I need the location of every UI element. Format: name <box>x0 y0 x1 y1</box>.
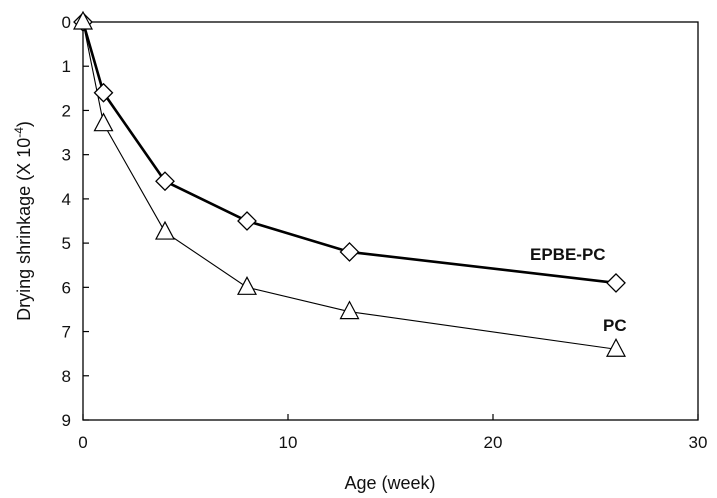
data-point-epbe-pc <box>339 242 360 262</box>
y-axis-title-close: ) <box>14 121 34 127</box>
series-label-epbe-pc: EPBE-PC <box>530 245 606 264</box>
y-axis-title-exponent: -4 <box>12 127 26 138</box>
x-tick-label: 20 <box>484 433 503 452</box>
x-tick-labels: 0 10 20 30 <box>78 433 707 452</box>
series-lines <box>81 21 617 350</box>
x-tick-label: 10 <box>279 433 298 452</box>
data-point-epbe-pc <box>93 82 114 103</box>
x-tick-label: 30 <box>689 433 708 452</box>
data-point-pc <box>606 337 626 357</box>
data-point-epbe-pc <box>237 211 257 231</box>
x-tick-label: 0 <box>78 433 87 452</box>
plot-frame <box>82 21 699 421</box>
data-point-epbe-pc <box>155 171 175 192</box>
data-point-pc <box>155 220 175 240</box>
data-point-pc <box>339 300 360 320</box>
y-tick-label: 1 <box>62 57 71 76</box>
y-tick-label: 4 <box>62 190 71 209</box>
x-axis-title: Age (week) <box>344 473 435 493</box>
y-axis-title: Drying shrinkage (X 10-4) <box>12 121 34 321</box>
y-tick-label: 6 <box>62 278 71 297</box>
y-tick-label: 7 <box>62 323 71 342</box>
y-axis-title-main: Drying shrinkage (X 10 <box>14 138 34 321</box>
data-point-pc <box>73 10 93 30</box>
data-point-pc <box>93 112 114 132</box>
series-markers <box>73 10 626 357</box>
series-line-pc <box>82 21 617 350</box>
axis-ticks <box>82 21 699 421</box>
series-line-epbe-pc <box>81 21 617 285</box>
y-tick-label: 5 <box>62 234 71 253</box>
y-tick-label: 0 <box>62 13 71 32</box>
y-tick-label: 8 <box>62 367 71 386</box>
data-point-epbe-pc <box>606 272 626 293</box>
series-label-pc: PC <box>603 316 627 335</box>
y-tick-label: 2 <box>62 101 71 120</box>
y-tick-label: 3 <box>62 146 71 165</box>
y-tick-label: 9 <box>62 411 71 430</box>
y-tick-labels: 0 1 2 3 4 5 6 7 8 9 <box>62 13 71 430</box>
data-point-pc <box>237 276 257 295</box>
